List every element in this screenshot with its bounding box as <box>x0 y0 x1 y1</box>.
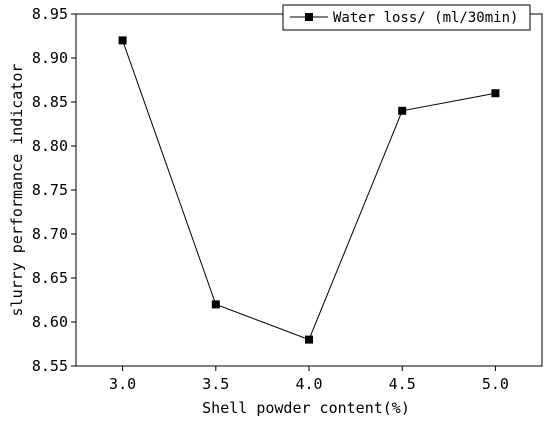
y-tick-label: 8.95 <box>32 5 68 23</box>
data-point <box>398 106 407 115</box>
legend-label: Water loss/ (ml/30min) <box>333 10 518 26</box>
plot-frame <box>75 13 543 367</box>
data-point <box>305 335 313 344</box>
y-tick-label: 8.75 <box>32 181 68 199</box>
x-tick-label: 4.5 <box>389 375 416 393</box>
x-tick-label: 3.5 <box>202 375 229 393</box>
x-tick-label: 3.0 <box>109 375 136 393</box>
x-tick-label: 5.0 <box>482 375 509 393</box>
y-tick-label: 8.60 <box>32 313 68 331</box>
x-tick-label: 4.0 <box>295 375 322 393</box>
y-axis: 8.55 8.60 8.65 8.70 8.75 8.80 8.85 8.90 8.95 <box>32 5 76 375</box>
y-tick-label: 8.90 <box>32 49 68 67</box>
series-point-group <box>118 36 500 344</box>
y-tick-label: 8.85 <box>32 93 68 111</box>
series-line-group <box>122 40 496 341</box>
data-point <box>491 89 500 98</box>
legend: Water loss/ (ml/30min) <box>282 4 531 31</box>
y-axis-label: slurry performance indicator <box>8 64 26 317</box>
y-tick-label: 8.70 <box>32 225 68 243</box>
x-axis-label: Shell powder content(%) <box>202 399 410 417</box>
y-tick-label: 8.55 <box>32 357 68 375</box>
data-point <box>118 36 127 45</box>
legend-marker <box>305 13 313 21</box>
data-point <box>211 300 220 309</box>
y-tick-label: 8.80 <box>32 137 68 155</box>
series-line <box>122 40 496 341</box>
x-axis: 3.0 3.5 4.0 4.5 5.0 <box>109 366 509 393</box>
y-tick-label: 8.65 <box>32 269 68 287</box>
